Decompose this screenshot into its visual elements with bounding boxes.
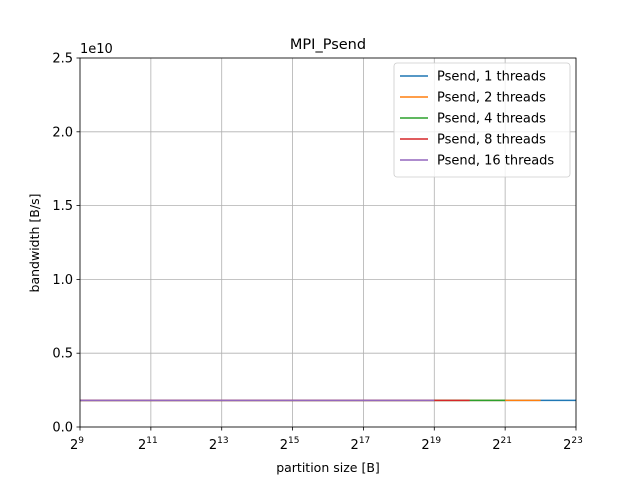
legend-box xyxy=(393,62,571,178)
x-tick-label: 219 xyxy=(421,436,441,453)
x-axis-label: partition size [B] xyxy=(276,460,380,475)
y-tick-label: 0.5 xyxy=(52,347,73,362)
legend-entry-label: Psend, 1 threads xyxy=(437,70,546,85)
y-tick-label: 1.0 xyxy=(52,273,73,288)
x-tick-label: 29 xyxy=(70,436,84,453)
x-tick-label: 221 xyxy=(492,436,512,453)
axis-ticks: 29 211 213 215 217 219 221 223 0.0 0.5 1.0 1.5 2.0 2.… xyxy=(52,52,583,454)
x-tick-label: 215 xyxy=(280,436,300,453)
chart-title: MPI_Psend xyxy=(290,37,366,53)
plot-frame xyxy=(79,57,577,428)
y-axis-label: bandwidth [B/s] xyxy=(27,194,42,293)
legend-entry-label: Psend, 4 threads xyxy=(437,112,546,127)
x-tick-label: 223 xyxy=(563,436,583,453)
x-tick-label: 211 xyxy=(138,436,158,453)
legend-entry-label: Psend, 16 threads xyxy=(437,154,554,169)
y-tick-label: 1.5 xyxy=(52,199,73,214)
y-tick-label: 2.0 xyxy=(52,125,73,140)
legend-entry-label: Psend, 8 threads xyxy=(437,133,546,148)
y-axis-offset-label: 1e10 xyxy=(80,42,113,57)
x-tick-label: 213 xyxy=(209,436,229,453)
y-tick-label: 2.5 xyxy=(52,52,73,67)
legend: Psend, 1 threads Psend, 2 threads Psend, 4… xyxy=(393,62,571,178)
legend-entry-label: Psend, 2 threads xyxy=(437,91,546,106)
y-tick-label: 0.0 xyxy=(52,421,73,436)
x-tick-label: 217 xyxy=(351,436,371,453)
